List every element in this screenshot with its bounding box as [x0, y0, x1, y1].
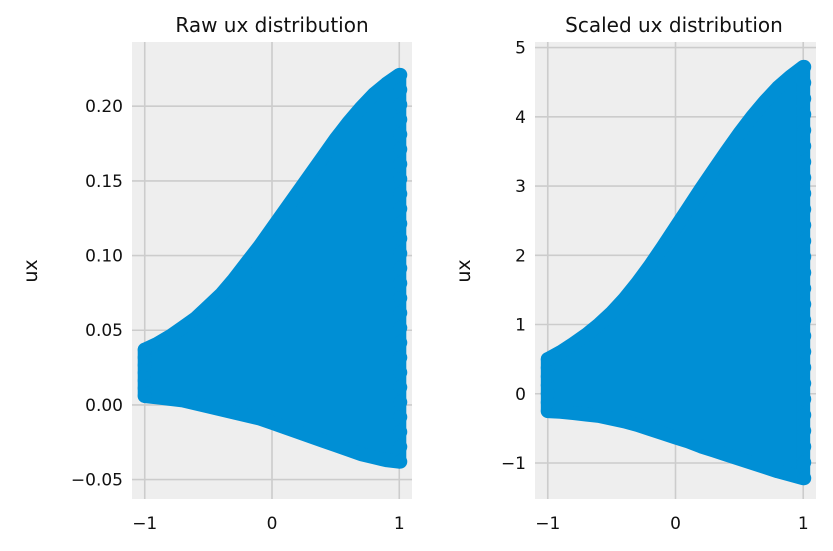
y-tick-label: 0.10	[85, 247, 123, 267]
scatter-point	[393, 231, 408, 246]
chart-title-scaled: Scaled ux distribution	[565, 13, 783, 37]
y-tick-label: 5	[515, 39, 526, 59]
y-axis-label-raw: ux	[20, 259, 42, 282]
scatter-point	[393, 112, 408, 127]
scatter-point	[393, 365, 408, 380]
y-tick-label: 1	[515, 316, 526, 336]
scatter-point	[393, 454, 408, 469]
x-tick-label: −1	[535, 514, 560, 534]
scatter-point	[797, 170, 812, 185]
scatter-point	[393, 261, 408, 276]
scatter-point	[797, 407, 812, 422]
scatter-point	[393, 246, 408, 261]
scatter-point	[797, 471, 812, 486]
scatter-point	[797, 202, 812, 217]
chart-scaled-ux: −1 0 1 2 3 4 5 −1 0 1 Scaled ux distribution ux	[453, 13, 816, 534]
scatter-point	[393, 291, 408, 306]
scatter-point	[393, 395, 408, 410]
scatter-point	[393, 305, 408, 320]
y-tick-label: −1	[501, 454, 526, 474]
x-tick-label: −1	[132, 514, 157, 534]
scatter-point	[797, 423, 812, 438]
y-tick-label: 0	[515, 385, 526, 405]
x-tick-label: 1	[798, 514, 809, 534]
scatter-point	[137, 342, 152, 357]
scatter-point	[797, 344, 812, 359]
scatter-point	[393, 335, 408, 350]
scatter-scaled	[540, 59, 812, 486]
scatter-point	[797, 328, 812, 343]
y-tick-label: 3	[515, 177, 526, 197]
scatter-point	[797, 91, 812, 106]
scatter-point	[393, 410, 408, 425]
scatter-point	[797, 265, 812, 280]
yticks-raw: −0.05 0.00 0.05 0.10 0.15 0.20	[71, 97, 123, 490]
y-tick-label: 2	[515, 246, 526, 266]
y-tick-label: 0.05	[85, 321, 123, 341]
scatter-point	[797, 439, 812, 454]
scatter-point	[393, 350, 408, 365]
scatter-point	[797, 233, 812, 248]
scatter-point	[393, 320, 408, 335]
scatter-point	[393, 216, 408, 231]
scatter-point	[797, 376, 812, 391]
scatter-point	[393, 380, 408, 395]
scatter-point	[797, 139, 812, 154]
chart-raw-ux: −0.05 0.00 0.05 0.10 0.15 0.20 −1 0 1 Raw ux di…	[20, 13, 412, 534]
scatter-point	[797, 360, 812, 375]
scatter-point	[797, 313, 812, 328]
scatter-point	[393, 201, 408, 216]
x-tick-label: 0	[670, 514, 681, 534]
scatter-point	[797, 59, 812, 74]
scatter-point	[393, 171, 408, 186]
scatter-point	[393, 276, 408, 291]
y-axis-label-scaled: ux	[453, 259, 475, 282]
scatter-point	[393, 67, 408, 82]
scatter-point	[797, 249, 812, 264]
x-tick-label: 0	[267, 514, 278, 534]
scatter-raw	[137, 67, 408, 469]
scatter-point	[797, 107, 812, 122]
yticks-scaled: −1 0 1 2 3 4 5	[501, 39, 526, 474]
y-tick-label: −0.05	[71, 471, 123, 491]
scatter-point	[797, 455, 812, 470]
scatter-point	[797, 154, 812, 169]
xticks-raw: −1 0 1	[132, 514, 404, 534]
scatter-point	[393, 424, 408, 439]
xticks-scaled: −1 0 1	[535, 514, 808, 534]
scatter-point	[393, 82, 408, 97]
scatter-point	[797, 123, 812, 138]
scatter-point	[393, 439, 408, 454]
y-tick-label: 0.15	[85, 172, 123, 192]
chart-title-raw: Raw ux distribution	[175, 13, 368, 37]
scatter-point	[393, 157, 408, 172]
y-tick-label: 4	[515, 108, 526, 128]
scatter-point	[393, 127, 408, 142]
scatter-point	[797, 297, 812, 312]
scatter-point	[797, 186, 812, 201]
scatter-point	[797, 75, 812, 90]
scatter-point	[797, 281, 812, 296]
y-tick-label: 0.00	[85, 396, 123, 416]
scatter-point	[393, 142, 408, 157]
scatter-point	[393, 97, 408, 112]
scatter-point	[797, 392, 812, 407]
scatter-point	[540, 352, 555, 367]
x-tick-label: 1	[394, 514, 405, 534]
scatter-point	[393, 186, 408, 201]
scatter-point	[797, 218, 812, 233]
y-tick-label: 0.20	[85, 97, 123, 117]
